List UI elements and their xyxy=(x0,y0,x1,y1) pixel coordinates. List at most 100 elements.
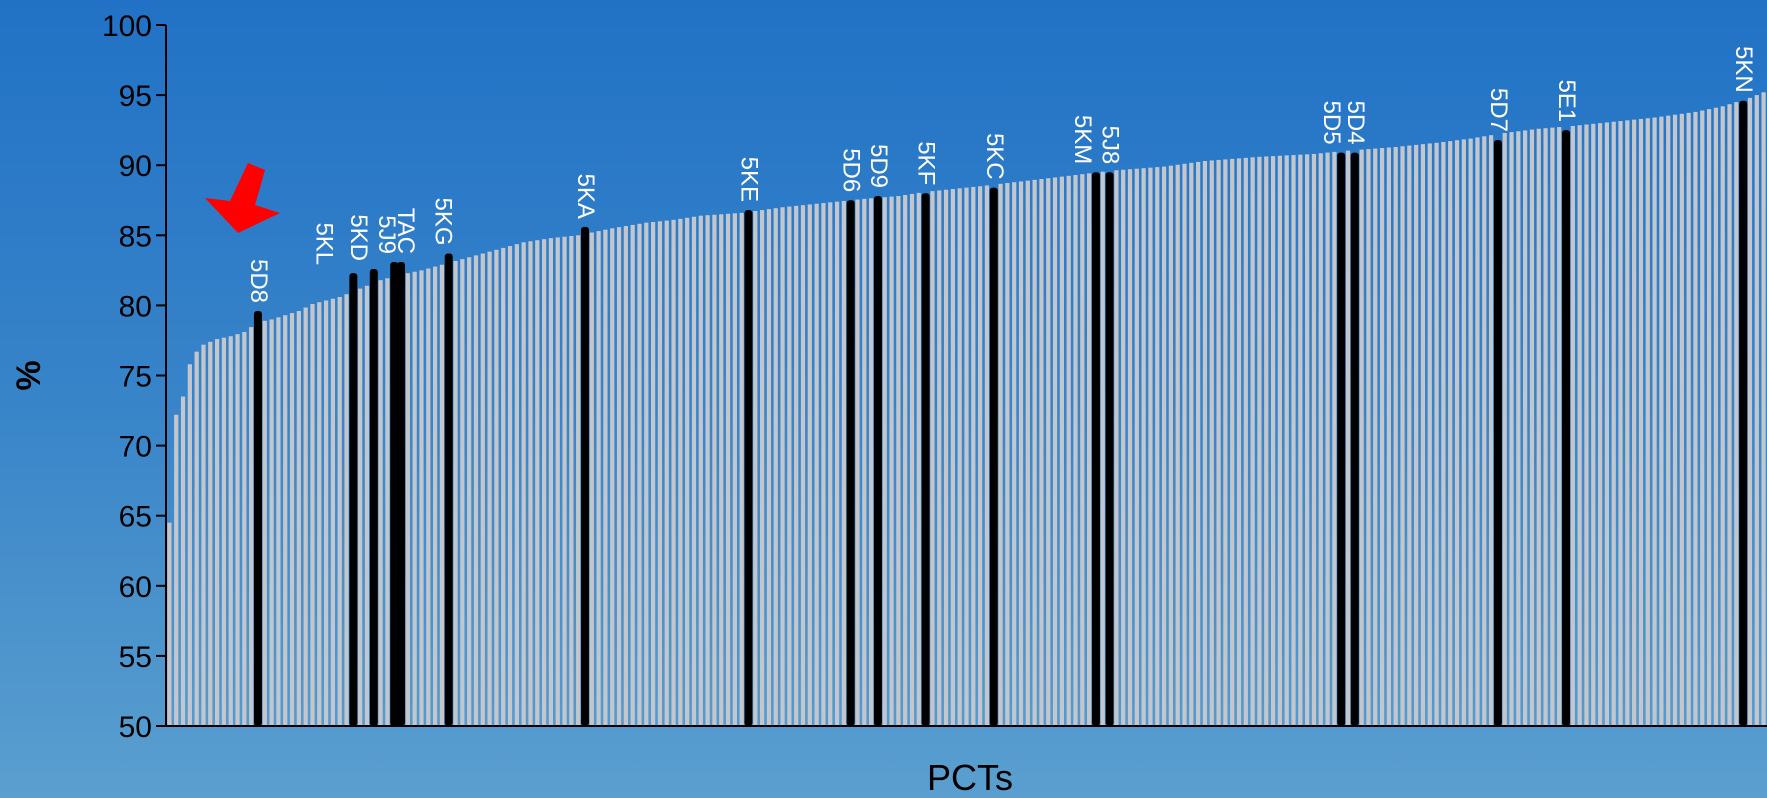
bar xyxy=(1645,118,1650,727)
bar xyxy=(1189,162,1194,727)
bar xyxy=(1618,121,1623,727)
bar xyxy=(998,183,1003,726)
highlight-bar-5kl xyxy=(349,273,358,726)
highlight-label: 5E1 xyxy=(1553,79,1580,122)
bar xyxy=(1577,125,1582,727)
bar xyxy=(800,205,806,726)
y-tick-group: 50 55 60 65 70 75 80 85 90 95 100 xyxy=(102,10,166,744)
bar xyxy=(1168,165,1173,727)
highlight-bar-tac xyxy=(397,261,406,726)
bar xyxy=(1597,123,1603,726)
bar xyxy=(467,257,472,726)
bar-group xyxy=(167,92,1766,727)
bar xyxy=(269,319,274,726)
bar xyxy=(828,202,833,727)
bar xyxy=(1359,149,1364,727)
highlight-label: 5KF xyxy=(913,141,940,185)
bar xyxy=(562,236,567,726)
bar xyxy=(739,212,744,726)
bar xyxy=(1529,129,1535,727)
bar xyxy=(1209,160,1214,727)
bar xyxy=(950,189,955,726)
bar xyxy=(1298,154,1303,726)
bar xyxy=(221,337,227,726)
bar xyxy=(1243,157,1248,727)
bar xyxy=(187,364,192,726)
bar xyxy=(1461,139,1466,726)
bar xyxy=(480,253,485,726)
bar xyxy=(1284,155,1289,726)
bar xyxy=(1236,158,1242,726)
bar xyxy=(1264,156,1269,726)
highlight-label: 5KC xyxy=(981,133,1008,180)
bar xyxy=(1087,173,1092,726)
highlight-bar-5d5 xyxy=(1337,152,1346,726)
bar xyxy=(760,210,765,726)
bar xyxy=(569,236,574,726)
bar xyxy=(1100,171,1105,726)
bar xyxy=(814,203,819,726)
bar xyxy=(426,268,431,726)
y-tick-label: 85 xyxy=(119,220,152,253)
y-tick-label: 50 xyxy=(119,711,152,744)
bar xyxy=(1672,114,1678,727)
highlight-bar-5d4 xyxy=(1350,152,1359,726)
bar xyxy=(971,186,976,726)
highlight-bar-5kf xyxy=(921,193,930,727)
highlight-bar-5ke xyxy=(744,210,753,726)
bar xyxy=(984,185,990,726)
bar xyxy=(1148,167,1153,726)
bar xyxy=(1012,182,1017,727)
bar xyxy=(657,221,663,726)
bar xyxy=(916,192,921,726)
bar xyxy=(1468,138,1473,726)
highlight-bar-5e1 xyxy=(1562,130,1571,726)
bar xyxy=(882,197,887,727)
bar xyxy=(1693,111,1698,727)
highlight-label: 5D8 xyxy=(245,259,272,303)
bar xyxy=(249,327,254,726)
y-tick-label: 90 xyxy=(119,150,152,183)
bar xyxy=(1448,141,1453,727)
bar xyxy=(1161,166,1167,727)
y-tick-label: 95 xyxy=(119,80,152,113)
y-axis-label: % xyxy=(10,360,48,390)
bar xyxy=(1032,179,1037,726)
bar xyxy=(943,189,949,727)
bar xyxy=(1066,175,1071,726)
bar xyxy=(1332,151,1337,726)
highlight-label: 5KD xyxy=(345,214,372,261)
highlight-label: 5J9 xyxy=(373,215,400,254)
bar xyxy=(1366,149,1371,726)
bar xyxy=(691,216,697,726)
bar xyxy=(242,332,247,726)
bar xyxy=(1720,106,1725,726)
bar xyxy=(303,307,308,726)
bar xyxy=(378,280,383,726)
bar xyxy=(1257,156,1262,727)
y-tick-label: 70 xyxy=(119,431,152,464)
bar xyxy=(555,237,560,726)
bar xyxy=(841,200,846,726)
bar xyxy=(507,246,513,727)
bar xyxy=(978,186,983,727)
bar xyxy=(862,198,867,727)
bar xyxy=(1536,128,1541,726)
highlight-label: 5D9 xyxy=(865,144,892,188)
bar xyxy=(712,214,717,727)
pointer-arrow-icon xyxy=(205,163,280,233)
bar xyxy=(1373,148,1378,727)
highlight-bar-5kc xyxy=(989,187,998,726)
bar xyxy=(964,187,969,726)
bar xyxy=(1584,124,1589,727)
bar xyxy=(228,336,233,726)
bar xyxy=(201,344,206,726)
bar xyxy=(1686,112,1691,727)
highlight-label: 5D4 xyxy=(1342,101,1369,145)
x-axis-label: PCTs xyxy=(927,757,1013,798)
bar xyxy=(214,339,220,726)
bar xyxy=(194,351,199,726)
bar xyxy=(494,249,499,727)
bar xyxy=(1632,119,1637,726)
